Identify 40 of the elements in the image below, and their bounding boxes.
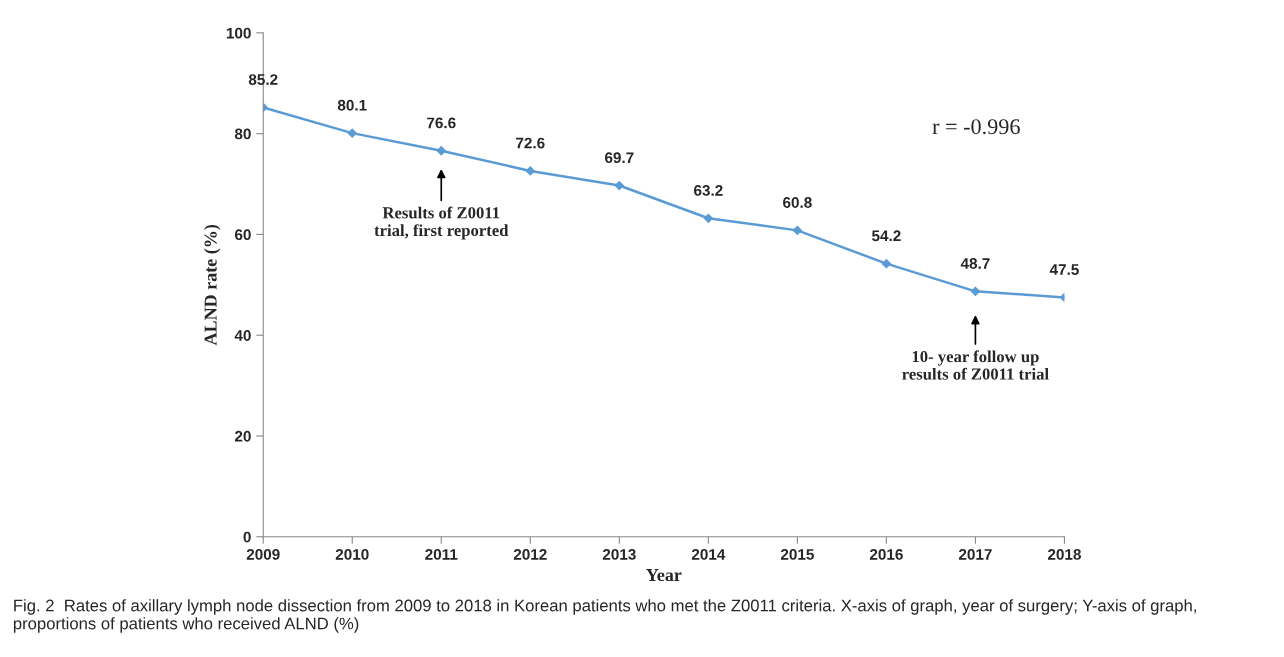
x-tick-label: 2010	[335, 548, 369, 560]
annotation: 10- year follow up results of Z0011 trial	[902, 350, 1049, 380]
data-label: 47.5	[1049, 264, 1079, 275]
y-axis-title: ALND rate (%)	[204, 224, 221, 346]
y-tick-label: 100	[226, 27, 251, 39]
point	[703, 213, 714, 224]
x-tick-label: 2011	[425, 548, 458, 560]
data-label: 60.8	[783, 197, 812, 208]
point	[436, 145, 447, 156]
data-label: 85.2	[248, 74, 278, 85]
y-tick-label: 20	[234, 430, 251, 442]
x-tick-label: 2018	[1047, 548, 1081, 560]
x-tick-label: 2016	[869, 548, 903, 560]
point	[347, 128, 358, 139]
annotation: Results of Z0011 trial, first reported	[374, 206, 509, 240]
caption: Fig. 2 Rates of axillary lymph node dissection from 2009 to 2018 in Korean patients who met the Z0011 criteria. X-axis of graph, year of surgery; Y-axis of graph, proportions of patients who received ALND (%)	[13, 599, 1196, 633]
x-tick-label: 2017	[958, 548, 992, 560]
data-label: 63.2	[694, 185, 723, 196]
x-tick-label: 2009	[246, 548, 280, 560]
x-tick-label: 2014	[691, 548, 726, 560]
point	[881, 258, 892, 269]
y-tick-label: 80	[234, 128, 251, 140]
data-label: 76.6	[427, 117, 456, 129]
data-label: 54.2	[871, 230, 901, 242]
x-axis-title: Year	[646, 569, 682, 582]
x-tick-label: 2015	[780, 548, 814, 560]
data-label: 69.7	[605, 152, 634, 164]
point	[614, 180, 625, 191]
y-tick-label: 60	[234, 229, 251, 241]
point	[525, 166, 536, 176]
y-tick-label: 0	[243, 531, 251, 543]
point	[970, 286, 981, 297]
x-tick-label: 2013	[602, 548, 636, 560]
data-label: 48.7	[960, 258, 990, 269]
data-label: 80.1	[337, 99, 367, 111]
x-tick-label: 2012	[513, 548, 547, 560]
annotation: r = -0.996	[932, 119, 1020, 135]
point	[792, 225, 803, 236]
y-tick-label: 40	[234, 330, 251, 341]
data-label: 72.6	[516, 137, 545, 149]
